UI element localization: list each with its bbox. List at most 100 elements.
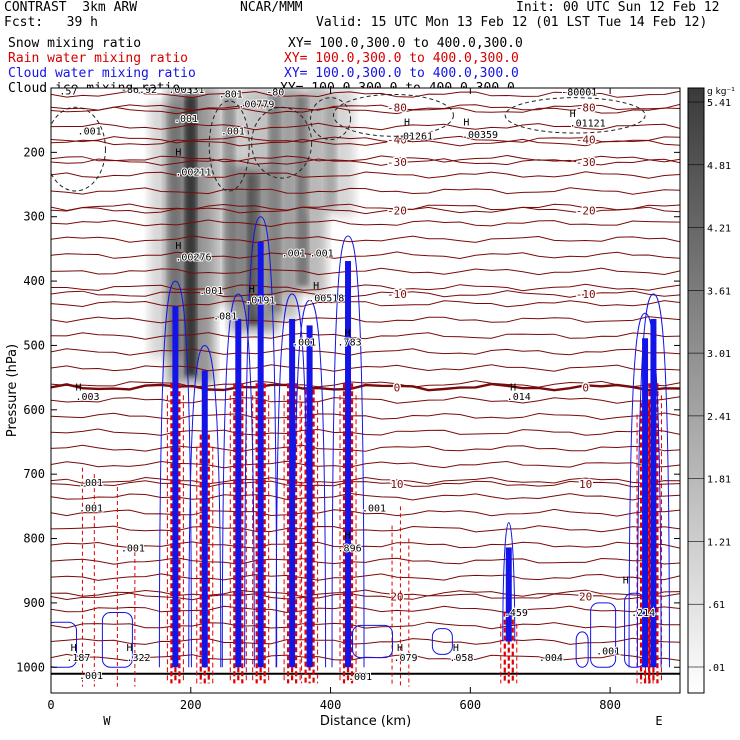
cloud-water-low-6 xyxy=(624,592,646,668)
contour-value-10: .001 xyxy=(174,114,198,125)
colorbar-label-8: 4.81 xyxy=(707,161,731,172)
colorbar-unit: g kg⁻¹ xyxy=(707,87,735,97)
isotherm-29 xyxy=(51,557,680,565)
isotherm-12 xyxy=(51,283,680,292)
snow-contour-5 xyxy=(504,97,646,134)
contour-value-33: .322 xyxy=(126,653,150,664)
isotherm-label-3-1: -20 xyxy=(576,204,596,217)
isotherm-4 xyxy=(51,154,680,163)
high-marker-3: H xyxy=(175,148,181,159)
contour-value-5: -80 xyxy=(266,88,284,99)
high-marker-2: H xyxy=(570,109,576,120)
isotherm-14 xyxy=(51,315,680,324)
field-rain-xy: XY= 100.0,300.0 to 400.0,300.0 xyxy=(284,51,519,66)
isotherm-103 xyxy=(51,206,680,215)
x-tick-label-2: 400 xyxy=(320,698,342,712)
contour-value-27: .001 xyxy=(121,543,145,554)
contour-value-34: .079 xyxy=(393,653,417,664)
y-axis-title: Pressure (hPa) xyxy=(5,344,20,437)
isotherm-18 xyxy=(51,380,680,388)
contour-value-35: .058 xyxy=(449,653,473,664)
contour-value-12: .001 xyxy=(78,126,102,137)
contour-value-39: .001 xyxy=(348,672,372,683)
cloud-water-core-5 xyxy=(306,325,313,668)
isotherm-label-3-0: -20 xyxy=(387,204,407,217)
contour-value-22: .783 xyxy=(338,337,362,348)
cloud-water-low-1 xyxy=(101,612,133,668)
cloud-water-outer-4 xyxy=(275,293,309,668)
y-tick-label-0: 200 xyxy=(23,145,45,159)
isotherm-8 xyxy=(51,219,680,228)
snow-contour-1 xyxy=(208,100,250,192)
contour-value-0: .57 xyxy=(59,86,77,97)
field-cloud-water-label: Cloud water mixing ratio xyxy=(8,66,196,81)
field-cloud-water-xy: XY= 100.0,300.0 to 400.0,300.0 xyxy=(284,66,519,81)
cloud-water-core-8 xyxy=(642,338,649,668)
contour-value-14: .00276 xyxy=(175,252,211,263)
contour-value-16: .001 xyxy=(310,249,334,260)
isotherm-label-2-0: -30 xyxy=(387,156,407,169)
isotherm-label-5-1: 0 xyxy=(582,381,589,394)
x-tick-label-1: 200 xyxy=(180,698,202,712)
isotherm-20 xyxy=(51,412,680,421)
isotherm-102 xyxy=(51,158,680,166)
isotherm-21 xyxy=(51,428,680,436)
isotherm-2 xyxy=(51,122,680,131)
valid-time: Valid: 15 UTC Mon 13 Feb 12 (01 LST Tue … xyxy=(316,15,708,30)
isotherm-34 xyxy=(51,637,680,645)
high-marker-15: H xyxy=(453,643,459,654)
isotherm-10 xyxy=(51,251,680,260)
cloud-water-low-0 xyxy=(51,621,77,668)
isotherm-label-4-1: -10 xyxy=(576,288,596,301)
cloud-water-outer-3 xyxy=(244,216,278,668)
high-marker-11: H xyxy=(623,576,629,587)
cloud-water-outer-8 xyxy=(628,312,662,668)
cloud-water-outer-0 xyxy=(158,280,192,668)
high-marker-8: H xyxy=(75,383,81,394)
y-tick-label-7: 900 xyxy=(23,596,45,610)
contour-value-29: .896 xyxy=(338,543,362,554)
snow-contour-2 xyxy=(251,106,313,179)
isotherm-25 xyxy=(51,492,680,501)
isotherm-16 xyxy=(51,348,680,356)
isotherm-23 xyxy=(51,460,680,469)
cloud-ice-core-4 xyxy=(268,96,281,312)
contour-value-1: -86.92 xyxy=(121,85,157,96)
contour-value-17: .001 xyxy=(199,286,223,297)
init-time: Init: 00 UTC Sun 12 Feb 12 xyxy=(516,0,720,15)
cloud-water-outer-2 xyxy=(221,293,255,668)
isotherm-label-0-1: -80 xyxy=(576,101,596,114)
contour-value-8: .01261 xyxy=(397,131,433,142)
snow-contour-0 xyxy=(51,106,106,192)
contour-value-18: .0191 xyxy=(245,296,275,307)
y-tick-label-3: 500 xyxy=(23,338,45,352)
isotherm-1 xyxy=(51,106,680,115)
y-tick-label-1: 300 xyxy=(23,210,45,224)
high-marker-1: H xyxy=(463,117,469,128)
high-marker-9: H xyxy=(510,383,516,394)
contour-value-4: .00779 xyxy=(238,99,274,110)
high-marker-12: H xyxy=(71,643,77,654)
contour-value-30: .459 xyxy=(504,608,528,619)
isotherm-107 xyxy=(51,592,680,601)
x-tick-label-3: 600 xyxy=(459,698,481,712)
y-tick-label-5: 700 xyxy=(23,467,45,481)
isotherm-33 xyxy=(51,621,680,630)
contour-value-37: .001 xyxy=(596,646,620,657)
field-snow-xy: XY= 100.0,300.0 to 400.0,300.0 xyxy=(288,36,523,51)
isotherm-15 xyxy=(51,332,680,340)
isotherm-label-6-0: 10 xyxy=(390,478,403,491)
high-marker-5: H xyxy=(249,285,255,296)
contour-value-13: .00211 xyxy=(175,168,211,179)
colorbar-label-9: 5.41 xyxy=(707,98,731,109)
cloud-water-outer-5 xyxy=(293,299,327,668)
isotherm-label-1-1: -40 xyxy=(576,133,596,146)
isotherm-32 xyxy=(51,605,680,614)
cloud-water-outer-9 xyxy=(636,293,670,668)
high-marker-0: H xyxy=(404,117,410,128)
cloud-water-outer-7 xyxy=(502,521,516,642)
snow-contour-3 xyxy=(310,97,352,140)
plot-frame xyxy=(50,87,681,694)
